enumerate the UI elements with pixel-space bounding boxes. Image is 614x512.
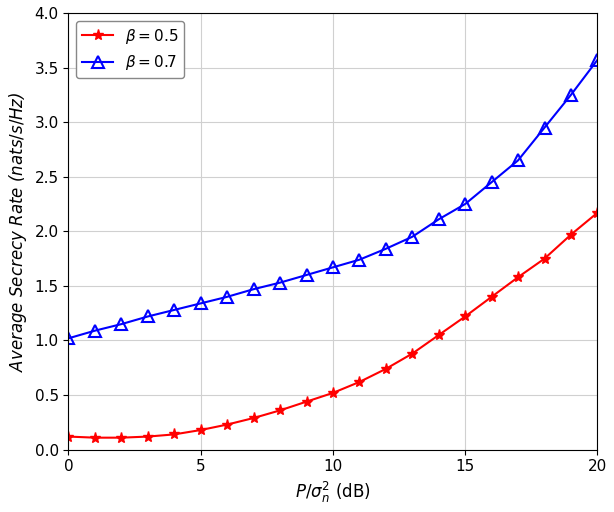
$\beta = 0.7$ — [144, 313, 152, 319]
$\beta = 0.5$ — [541, 255, 548, 262]
$\beta = 0.7$ — [462, 201, 469, 207]
$\beta = 0.7$ — [515, 157, 522, 163]
$\beta = 0.7$ — [594, 57, 601, 63]
$\beta = 0.5$ — [223, 421, 231, 428]
$\beta = 0.7$ — [223, 294, 231, 300]
$\beta = 0.7$ — [435, 216, 443, 222]
$\beta = 0.5$ — [462, 313, 469, 319]
$\beta = 0.7$ — [488, 179, 495, 185]
$\beta = 0.7$ — [303, 272, 310, 278]
Line: $\beta = 0.7$: $\beta = 0.7$ — [63, 54, 603, 344]
$\beta = 0.7$ — [118, 321, 125, 327]
$\beta = 0.5$ — [303, 398, 310, 404]
$\beta = 0.5$ — [65, 434, 72, 440]
$\beta = 0.7$ — [91, 328, 99, 334]
$\beta = 0.7$ — [356, 257, 363, 263]
$\beta = 0.7$ — [276, 280, 284, 286]
$\beta = 0.5$ — [567, 231, 575, 238]
$\beta = 0.7$ — [329, 264, 336, 270]
Line: $\beta = 0.5$: $\beta = 0.5$ — [63, 207, 603, 443]
$\beta = 0.5$ — [515, 274, 522, 280]
$\beta = 0.5$ — [91, 435, 99, 441]
$\beta = 0.5$ — [250, 415, 257, 421]
$\beta = 0.7$ — [567, 92, 575, 98]
$\beta = 0.5$ — [118, 435, 125, 441]
$\beta = 0.5$ — [356, 379, 363, 385]
X-axis label: $P/\sigma_n^2$ (dB): $P/\sigma_n^2$ (dB) — [295, 480, 371, 505]
$\beta = 0.5$ — [144, 434, 152, 440]
$\beta = 0.7$ — [65, 335, 72, 342]
$\beta = 0.7$ — [408, 233, 416, 240]
Y-axis label: Average Secrecy Rate ($nats/s/Hz$): Average Secrecy Rate ($nats/s/Hz$) — [7, 91, 29, 372]
$\beta = 0.7$ — [171, 307, 178, 313]
$\beta = 0.7$ — [382, 246, 389, 252]
$\beta = 0.5$ — [171, 431, 178, 437]
$\beta = 0.5$ — [594, 210, 601, 216]
$\beta = 0.5$ — [435, 332, 443, 338]
Legend: $\beta = 0.5$, $\beta = 0.7$: $\beta = 0.5$, $\beta = 0.7$ — [76, 20, 184, 78]
$\beta = 0.5$ — [276, 408, 284, 414]
$\beta = 0.5$ — [197, 427, 204, 433]
$\beta = 0.5$ — [408, 351, 416, 357]
$\beta = 0.7$ — [541, 124, 548, 131]
$\beta = 0.5$ — [488, 294, 495, 300]
$\beta = 0.7$ — [250, 286, 257, 292]
$\beta = 0.5$ — [329, 390, 336, 396]
$\beta = 0.5$ — [382, 366, 389, 372]
$\beta = 0.7$ — [197, 301, 204, 307]
